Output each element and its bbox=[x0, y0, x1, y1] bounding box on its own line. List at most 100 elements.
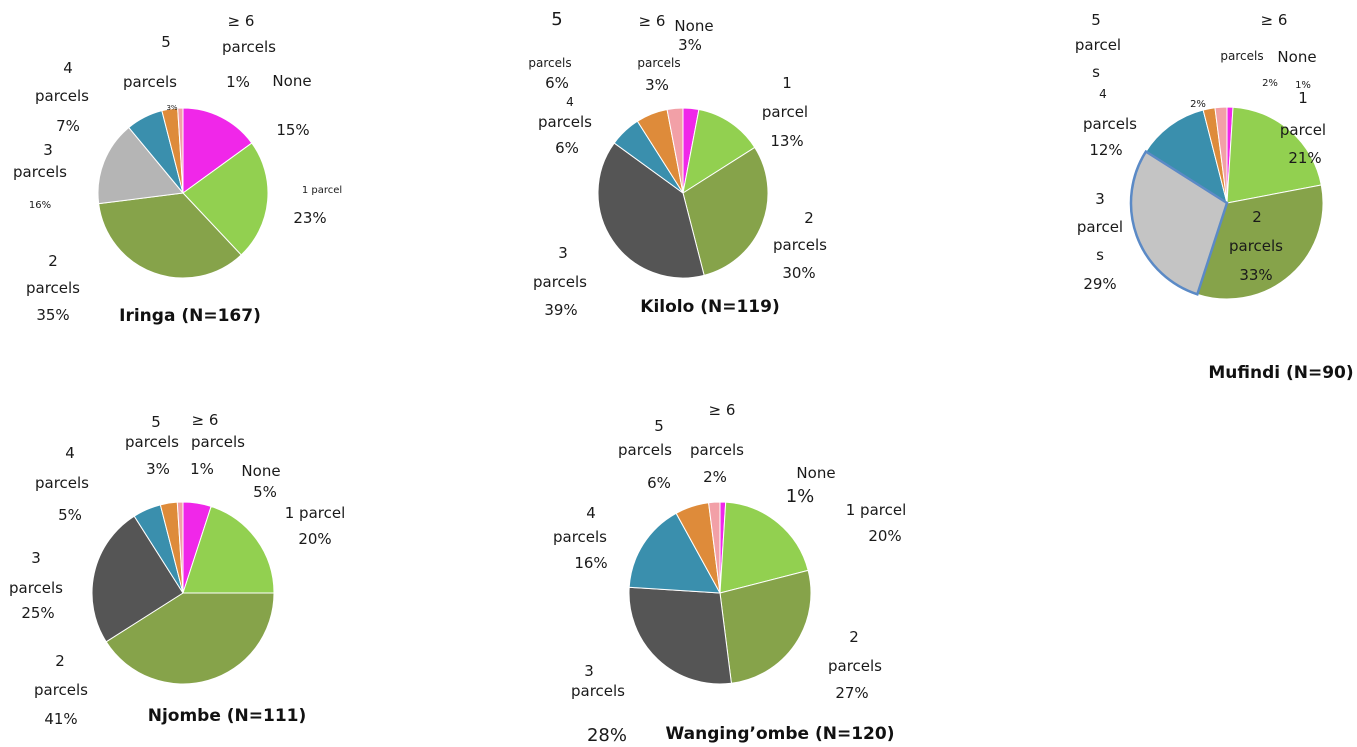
data-label-5-parcels: 5 parcels 3% bbox=[123, 33, 178, 112]
pie-slice-3-parcels bbox=[97, 126, 184, 205]
pie-chart-wanging-ombe-n-120: None 1% 1 parcel 20% 2 parcels 27% 3 parcels 28% 4… bbox=[553, 401, 906, 746]
pie-slice-2-parcels bbox=[719, 569, 812, 684]
data-label-5-parcels: 5 parcels 3% bbox=[125, 413, 179, 478]
data-label-2-parcels: 2 parcels 27% bbox=[828, 628, 882, 702]
pie-slice-6-parcels bbox=[708, 501, 721, 594]
pie-chart-kilolo-n-119: None3%1parcel13%2parcels30%3parcels39%4p… bbox=[528, 9, 827, 319]
data-label-text: 4 bbox=[566, 95, 574, 109]
data-label-text: 5 bbox=[161, 33, 171, 51]
data-label-text: parcels bbox=[690, 441, 744, 459]
pie-slice-2-parcels bbox=[1196, 184, 1324, 300]
data-label-text: 15% bbox=[276, 121, 309, 139]
data-label-text: 3 bbox=[1095, 190, 1105, 208]
data-label-6-parcels: ≥ 6 parcels 1% bbox=[222, 12, 276, 91]
data-label-text: 5 bbox=[654, 417, 664, 435]
data-label-text: 3% bbox=[645, 76, 669, 94]
pie-slice-3-parcels bbox=[597, 142, 705, 279]
pie-slice-6-parcels bbox=[176, 501, 184, 594]
data-label-3-parcels: 3 parcels 25% bbox=[9, 549, 63, 622]
data-label-text: 20% bbox=[298, 530, 331, 548]
pie-slice-1-parcel bbox=[1226, 106, 1322, 204]
data-label-text: 5 bbox=[151, 413, 161, 431]
data-label-1-parcel: 1 parcel 23% bbox=[293, 185, 342, 227]
data-label-text: 1% bbox=[1295, 80, 1311, 91]
data-label-5-parcels: 5 parcel s 2% bbox=[1075, 11, 1206, 110]
pie-slice-4-parcels bbox=[628, 512, 721, 594]
data-label-text: 3 bbox=[584, 662, 594, 680]
data-label-3-parcels: 3 parcels 28% bbox=[571, 662, 627, 746]
data-label-text: parcels bbox=[828, 657, 882, 675]
pie-slice-2-parcels bbox=[98, 192, 242, 279]
selected-slice-outline bbox=[1129, 149, 1229, 296]
data-label-1-parcel: 1 parcel 21% bbox=[1280, 89, 1326, 167]
pie-slice-1-parcel bbox=[682, 108, 756, 195]
data-label-text: 16% bbox=[29, 200, 51, 211]
pie-slice-none bbox=[182, 107, 253, 194]
data-label-text: parcels bbox=[191, 433, 245, 451]
data-label-text: 2% bbox=[703, 468, 727, 486]
data-label-text: 1% bbox=[226, 73, 250, 91]
data-label-text: 5% bbox=[253, 483, 277, 501]
data-label-4-parcels: 4 parcels 12% bbox=[1083, 87, 1137, 159]
data-label-text: None bbox=[674, 17, 713, 35]
data-label-text: 3 bbox=[558, 244, 568, 262]
data-label-text: 4 bbox=[1099, 87, 1107, 101]
data-label-text: parcels bbox=[123, 73, 177, 91]
chart-title: Njombe (N=111) bbox=[148, 706, 307, 726]
data-label-text: 3 bbox=[31, 549, 41, 567]
data-label-text: parcels bbox=[637, 56, 680, 70]
pie-chart-iringa-n-167: None 15% 1 parcel 23% 2 parcels 35% 3 parcels 16%… bbox=[13, 12, 342, 326]
data-label-6-parcels: ≥ 6 parcels 1% bbox=[190, 411, 245, 478]
chart-title: Mufindi (N=90) bbox=[1208, 363, 1353, 383]
data-label-text: ≥ 6 bbox=[228, 12, 255, 30]
data-label-text: 7% bbox=[56, 117, 80, 135]
data-label-text: 4 bbox=[65, 444, 75, 462]
data-label-4-parcels: 4 parcels 16% bbox=[553, 504, 608, 572]
data-label-none: None 15% bbox=[272, 72, 311, 139]
data-label-text: 2 bbox=[55, 652, 65, 670]
data-label-text: parcels bbox=[533, 273, 587, 291]
data-label-text: parcel bbox=[762, 103, 808, 121]
data-label-text: 6% bbox=[545, 74, 569, 92]
data-label-2-parcels: 2 parcels 30% bbox=[773, 209, 827, 282]
data-label-text: 3 bbox=[43, 141, 53, 159]
data-label-text: None bbox=[1277, 48, 1316, 66]
pie-slice-6-parcels bbox=[1214, 106, 1228, 204]
data-label-text: 5 bbox=[551, 9, 562, 30]
data-label-text: 12% bbox=[1089, 141, 1122, 159]
data-label-text: None bbox=[272, 72, 311, 90]
data-label-text: parcels bbox=[538, 113, 592, 131]
data-label-text: 6% bbox=[555, 139, 579, 157]
data-label-text: parcels bbox=[125, 433, 179, 451]
pie-slice-1-parcel bbox=[182, 142, 269, 256]
data-label-text: 1 bbox=[782, 74, 792, 92]
data-label-text: 5% bbox=[58, 506, 82, 524]
data-label-none: None 1% bbox=[1277, 48, 1316, 91]
pie-slice-3-parcels bbox=[91, 515, 184, 643]
data-label-text: 30% bbox=[782, 264, 815, 282]
data-label-4-parcels: 4 parcels 6% bbox=[538, 95, 592, 157]
data-label-text: parcels bbox=[618, 441, 672, 459]
data-label-6-parcels: ≥ 6 parcels 2% bbox=[690, 401, 744, 486]
pie-slice-2-parcels bbox=[105, 592, 275, 685]
data-label-1-parcel: 1 parcel 13% bbox=[762, 74, 808, 150]
data-label-text: None bbox=[796, 464, 835, 482]
data-label-text: 33% bbox=[1239, 266, 1272, 284]
data-label-3-parcels: 3 parcels 39% bbox=[533, 244, 587, 319]
data-label-text: 20% bbox=[868, 527, 901, 545]
data-label-text: 2 bbox=[1252, 208, 1262, 226]
data-label-text: 4 bbox=[63, 59, 73, 77]
data-label-4-parcels: 4 parcels 5% bbox=[35, 444, 89, 524]
pie-slice-2-parcels bbox=[682, 146, 769, 276]
data-label-text: parcels bbox=[9, 579, 63, 597]
data-label-text: parcel bbox=[1077, 218, 1123, 236]
data-label-text: parcels bbox=[222, 38, 276, 56]
data-label-text: 6% bbox=[647, 474, 671, 492]
data-label-text: parcels bbox=[13, 163, 67, 181]
data-label-4-parcels: 4 parcels 7% bbox=[35, 59, 89, 135]
data-label-text: 1 parcel bbox=[302, 185, 342, 196]
chart-title: Wanging’ombe (N=120) bbox=[666, 724, 895, 744]
data-label-text: parcels bbox=[1220, 49, 1263, 63]
